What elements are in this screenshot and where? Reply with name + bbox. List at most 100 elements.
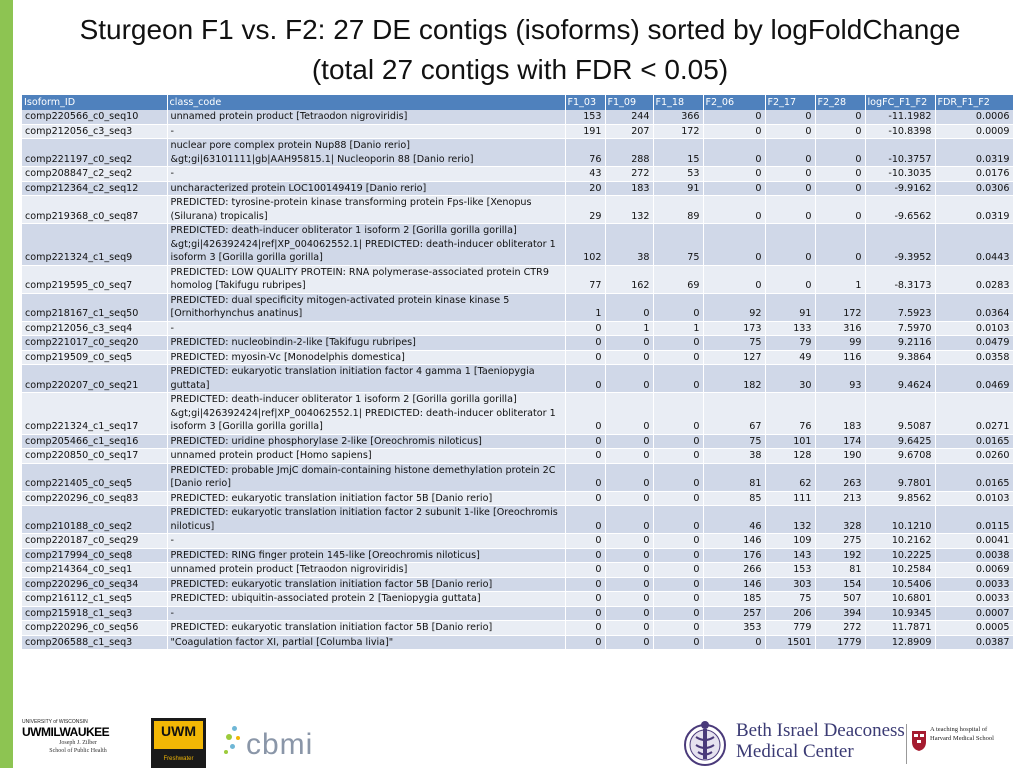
value-cell: 76 (565, 138, 606, 167)
column-header: logFC_F1_F2 (865, 95, 936, 110)
value-cell: 0 (653, 364, 704, 393)
table-row: comp218167_c1_seq50 PREDICTED: dual speci… (22, 293, 1014, 322)
value-cell: 182 (703, 364, 766, 393)
value-cell: 9.3864 (865, 350, 936, 365)
value-cell: 366 (653, 110, 704, 125)
value-cell: 0 (565, 620, 606, 636)
value-cell: 146 (703, 577, 766, 592)
value-cell: 328 (815, 505, 866, 534)
value-cell: 0.0103 (935, 321, 1014, 336)
table-row: comp210188_c0_seq2 PREDICTED: eukaryotic … (22, 505, 1014, 534)
table-header-row: Isoform_ID class_code F1_03 F1_09 F1_18 F2_06… (22, 95, 1014, 110)
value-cell: 257 (703, 606, 766, 621)
contig-table: Isoform_ID class_code F1_03 F1_09 F1_18 F2_06… (22, 95, 1014, 650)
value-cell: 0 (565, 350, 606, 365)
column-header: FDR_F1_F2 (935, 95, 1014, 110)
value-cell: 11.7871 (865, 620, 936, 636)
isoform-id-cell: comp215918_c1_seq3 (22, 606, 168, 621)
value-cell: 102 (565, 223, 606, 266)
value-cell: 174 (815, 434, 866, 449)
cbmi-logo: cbmi (224, 724, 334, 764)
value-cell: 0.0165 (935, 434, 1014, 449)
value-cell: 288 (605, 138, 654, 167)
value-cell: -9.6562 (865, 195, 936, 224)
class-code-cell: PREDICTED: eukaryotic translation initia… (167, 364, 566, 393)
contig-table-container: Isoform_ID class_code F1_03 F1_09 F1_18 F2_06… (22, 95, 1014, 650)
value-cell: 79 (765, 335, 816, 351)
table-row: comp217994_c0_seq8 PREDICTED: RING finger… (22, 548, 1014, 563)
value-cell: 192 (815, 548, 866, 563)
value-cell: 101 (765, 434, 816, 449)
value-cell: 75 (765, 591, 816, 607)
value-cell: 7.5970 (865, 321, 936, 336)
value-cell: 0 (703, 635, 766, 650)
value-cell: 0.0260 (935, 448, 1014, 464)
column-header: F2_28 (815, 95, 866, 110)
value-cell: 0.0006 (935, 110, 1014, 125)
table-row: comp206588_c1_seq3 "Coagulation factor XI… (22, 635, 1014, 650)
table-row: comp221017_c0_seq20 PREDICTED: nucleobind… (22, 335, 1014, 351)
value-cell: 153 (765, 562, 816, 578)
value-cell: 67 (703, 392, 766, 435)
value-cell: 143 (765, 548, 816, 563)
value-cell: 0 (703, 138, 766, 167)
harvard-shield-icon (912, 731, 926, 751)
value-cell: 0.0479 (935, 335, 1014, 351)
value-cell: 0 (565, 606, 606, 621)
value-cell: 0 (605, 335, 654, 351)
value-cell: 93 (815, 364, 866, 393)
value-cell: 0 (605, 548, 654, 563)
value-cell: 183 (605, 181, 654, 196)
class-code-cell: PREDICTED: RING finger protein 145-like … (167, 548, 566, 563)
column-header: Isoform_ID (22, 95, 168, 110)
value-cell: -9.3952 (865, 223, 936, 266)
value-cell: 43 (565, 166, 606, 182)
value-cell: 0 (565, 548, 606, 563)
value-cell: 146 (703, 533, 766, 549)
value-cell: 0 (653, 350, 704, 365)
value-cell: 272 (605, 166, 654, 182)
value-cell: 49 (765, 350, 816, 365)
value-cell: 0 (815, 138, 866, 167)
value-cell: 0 (605, 606, 654, 621)
value-cell: 207 (605, 124, 654, 139)
value-cell: 0 (565, 505, 606, 534)
isoform-id-cell: comp220296_c0_seq56 (22, 620, 168, 636)
value-cell: 0 (565, 448, 606, 464)
value-cell: 0 (565, 635, 606, 650)
value-cell: 266 (703, 562, 766, 578)
value-cell: 183 (815, 392, 866, 435)
value-cell: 0.0033 (935, 577, 1014, 592)
value-cell: 1 (605, 321, 654, 336)
isoform-id-cell: comp214364_c0_seq1 (22, 562, 168, 578)
value-cell: 0 (703, 181, 766, 196)
class-code-cell: PREDICTED: nucleobindin-2-like [Takifugu… (167, 335, 566, 351)
value-cell: 76 (765, 392, 816, 435)
table-row: comp219509_c0_seq5 PREDICTED: myosin-Vc [… (22, 350, 1014, 365)
value-cell: 275 (815, 533, 866, 549)
value-cell: 0.0069 (935, 562, 1014, 578)
isoform-id-cell: comp212364_c2_seq12 (22, 181, 168, 196)
value-cell: 0 (703, 166, 766, 182)
value-cell: 92 (703, 293, 766, 322)
value-cell: 0 (703, 265, 766, 294)
value-cell: 0.0319 (935, 138, 1014, 167)
value-cell: 20 (565, 181, 606, 196)
value-cell: 191 (565, 124, 606, 139)
isoform-id-cell: comp210188_c0_seq2 (22, 505, 168, 534)
table-row: comp219595_c0_seq7 PREDICTED: LOW QUALITY… (22, 265, 1014, 294)
isoform-id-cell: comp218167_c1_seq50 (22, 293, 168, 322)
class-code-cell: - (167, 533, 566, 549)
isoform-id-cell: comp220296_c0_seq34 (22, 577, 168, 592)
class-code-cell: unnamed protein product [Homo sapiens] (167, 448, 566, 464)
table-row: comp220187_c0_seq29-0 0 0 146 109 275 10.2162 0… (22, 533, 1014, 549)
value-cell: 30 (765, 364, 816, 393)
value-cell: 172 (815, 293, 866, 322)
value-cell: 0 (605, 392, 654, 435)
table-row: comp221197_c0_seq2 nuclear pore complex p… (22, 138, 1014, 167)
value-cell: 0 (653, 606, 704, 621)
table-row: comp215918_c1_seq3-0 0 0 257 206 394 10.9345 0.… (22, 606, 1014, 621)
value-cell: 0.0009 (935, 124, 1014, 139)
logo-divider (906, 724, 907, 764)
isoform-id-cell: comp221324_c1_seq17 (22, 392, 168, 435)
